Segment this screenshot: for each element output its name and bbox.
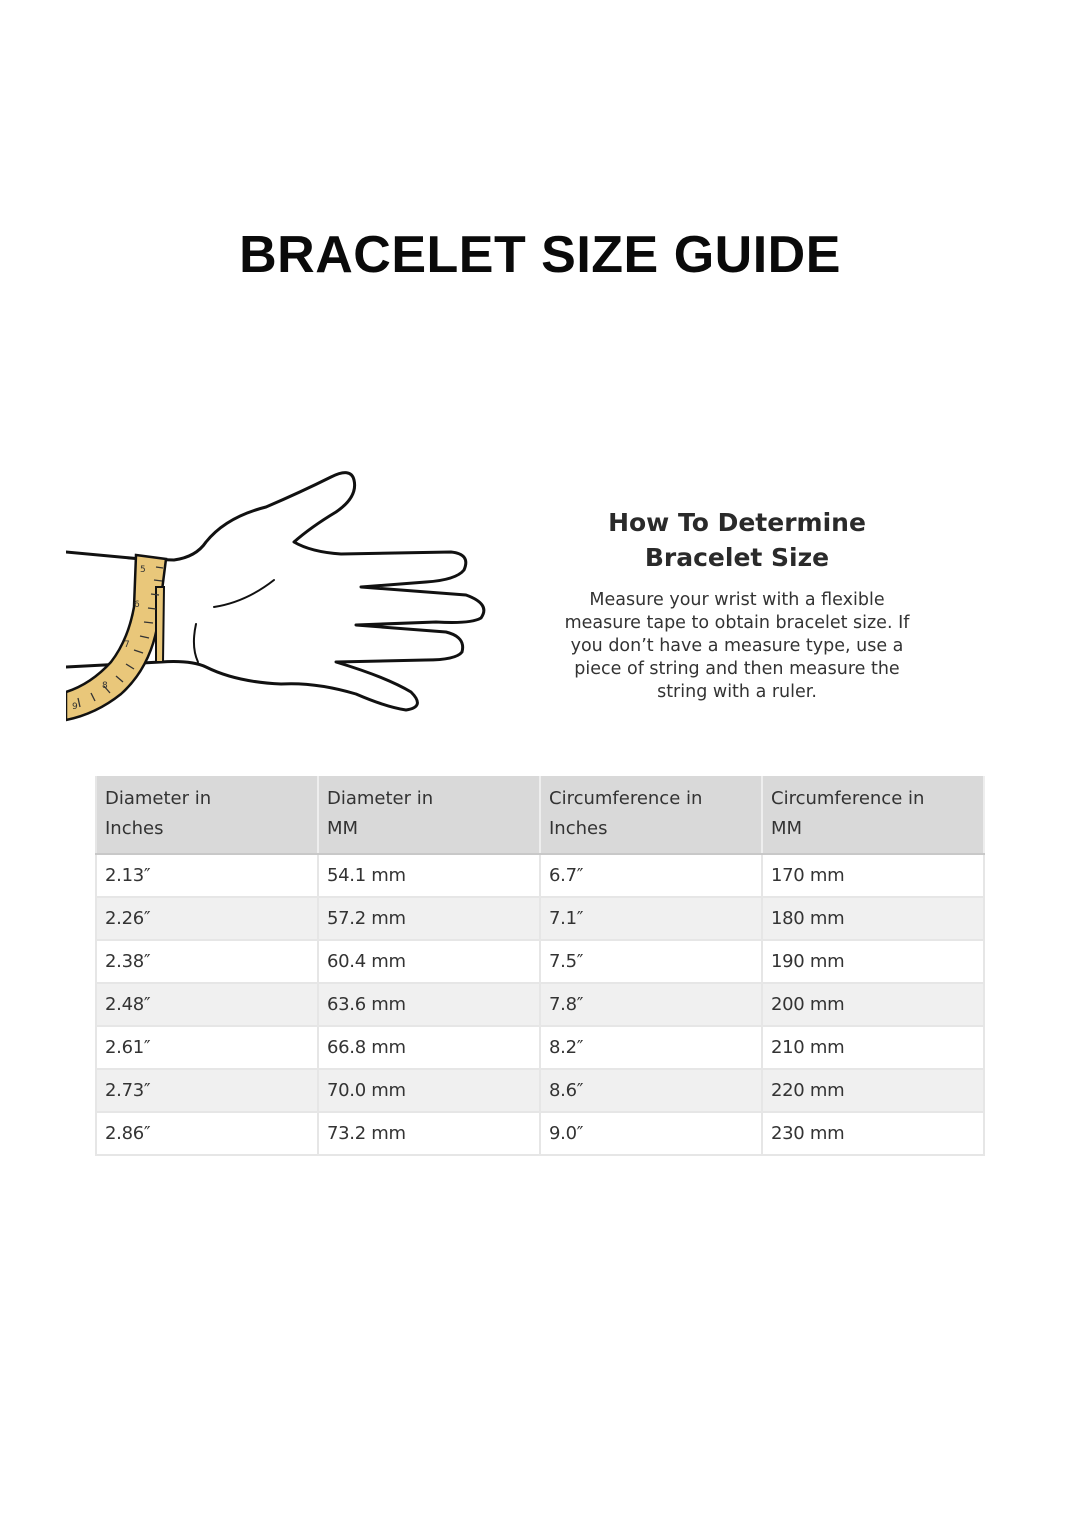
- table-cell: 2.73″: [95, 1069, 319, 1113]
- table-row: 2.73″ 70.0 mm 8.6″ 220 mm: [95, 1069, 985, 1113]
- hand-with-measuring-tape-icon: 5 6 7 8 9: [66, 471, 486, 722]
- instructions-block: How To Determine Bracelet Size Measure y…: [540, 505, 934, 704]
- table-row: 2.38″ 60.4 mm 7.5″ 190 mm: [95, 940, 985, 984]
- table-cell: 210 mm: [762, 1026, 985, 1070]
- tape-number: 6: [134, 600, 140, 610]
- table-cell: 200 mm: [762, 983, 985, 1027]
- table-cell: 8.6″: [540, 1069, 763, 1113]
- measuring-tape: 5 6 7 8 9: [66, 553, 168, 722]
- table-cell: 73.2 mm: [318, 1112, 541, 1156]
- table-row: 2.48″ 63.6 mm 7.8″ 200 mm: [95, 983, 985, 1027]
- table-cell: 9.0″: [540, 1112, 763, 1156]
- column-header-text: Inches: [549, 818, 608, 839]
- column-header-text: Diameter in: [105, 788, 212, 809]
- column-header-text: Inches: [105, 818, 164, 839]
- table-cell: 2.86″: [95, 1112, 319, 1156]
- column-header: Diameter in Inches: [95, 776, 319, 855]
- instruction-line: piece of string and then measure the: [574, 659, 900, 679]
- table-cell: 190 mm: [762, 940, 985, 984]
- table-cell: 2.13″: [95, 854, 319, 898]
- table-row: 2.86″ 73.2 mm 9.0″ 230 mm: [95, 1112, 985, 1156]
- table-row: 2.26″ 57.2 mm 7.1″ 180 mm: [95, 897, 985, 941]
- column-header-text: MM: [771, 818, 803, 839]
- instruction-line: string with a ruler.: [657, 682, 817, 702]
- instructions-text: Measure your wrist with a flexible measu…: [540, 589, 934, 704]
- table-cell: 8.2″: [540, 1026, 763, 1070]
- column-header-text: Diameter in: [327, 788, 434, 809]
- table-row: 2.13″ 54.1 mm 6.7″ 170 mm: [95, 854, 985, 898]
- column-header: Circumference in MM: [762, 776, 985, 855]
- table-cell: 66.8 mm: [318, 1026, 541, 1070]
- table-cell: 57.2 mm: [318, 897, 541, 941]
- table-row: 2.61″ 66.8 mm 8.2″ 210 mm: [95, 1026, 985, 1070]
- table-cell: 170 mm: [762, 854, 985, 898]
- table-cell: 2.61″: [95, 1026, 319, 1070]
- table-cell: 7.1″: [540, 897, 763, 941]
- column-header: Circumference in Inches: [540, 776, 763, 855]
- heading-line: Bracelet Size: [644, 543, 830, 572]
- tape-number: 8: [102, 681, 108, 691]
- table-cell: 7.5″: [540, 940, 763, 984]
- table-cell: 54.1 mm: [318, 854, 541, 898]
- column-header-text: MM: [327, 818, 359, 839]
- table-header-row: Diameter in Inches Diameter in MM Circumfere…: [95, 776, 985, 855]
- column-header-text: Circumference in: [549, 788, 703, 809]
- instructions-heading: How To Determine Bracelet Size: [540, 505, 934, 575]
- tape-number: 9: [72, 702, 78, 712]
- instruction-line: Measure your wrist with a flexible: [589, 590, 885, 610]
- instruction-line: you don’t have a measure type, use a: [570, 636, 904, 656]
- table-cell: 7.8″: [540, 983, 763, 1027]
- table-cell: 63.6 mm: [318, 983, 541, 1027]
- column-header-text: Circumference in: [771, 788, 925, 809]
- page-title: BRACELET SIZE GUIDE: [239, 226, 841, 284]
- table-cell: 180 mm: [762, 897, 985, 941]
- table-cell: 6.7″: [540, 854, 763, 898]
- heading-line: How To Determine: [608, 508, 866, 537]
- table-cell: 230 mm: [762, 1112, 985, 1156]
- table-cell: 70.0 mm: [318, 1069, 541, 1113]
- table-cell: 2.38″: [95, 940, 319, 984]
- instruction-line: measure tape to obtain bracelet size. If: [564, 613, 910, 633]
- table-cell: 220 mm: [762, 1069, 985, 1113]
- column-header: Diameter in MM: [318, 776, 541, 855]
- size-table: Diameter in Inches Diameter in MM Circumfere…: [95, 776, 985, 1156]
- tape-number: 7: [124, 640, 130, 650]
- tape-number: 5: [140, 565, 146, 575]
- table-cell: 2.26″: [95, 897, 319, 941]
- table-cell: 2.48″: [95, 983, 319, 1027]
- table-cell: 60.4 mm: [318, 940, 541, 984]
